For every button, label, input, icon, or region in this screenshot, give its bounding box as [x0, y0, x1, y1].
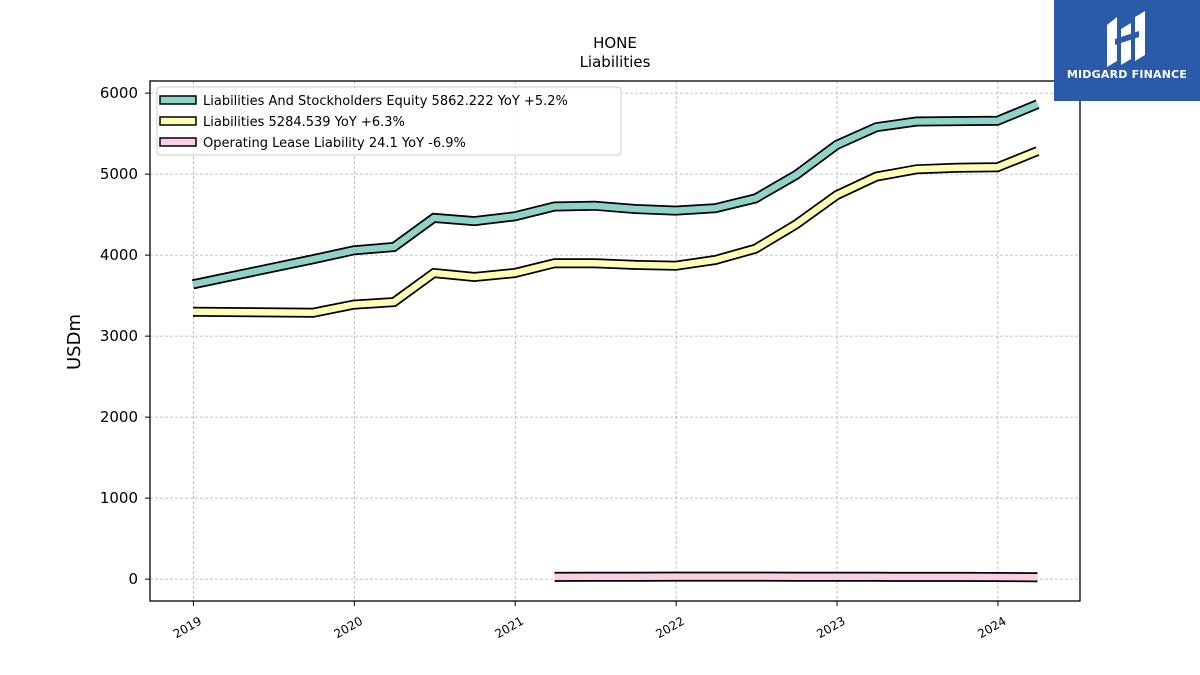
series-fill-line: [554, 573, 1038, 581]
x-tick-label: 2019: [171, 614, 204, 641]
series-layer: [191, 99, 1040, 583]
chart-title: HONE: [593, 34, 637, 52]
x-tick-label: 2022: [653, 614, 686, 641]
y-tick-label: 6000: [100, 84, 138, 102]
plot-frame: [149, 80, 1081, 602]
series-line: [554, 571, 1038, 583]
legend-swatch: [159, 137, 197, 147]
y-tick-label: 5000: [100, 165, 138, 183]
legend-label: Liabilities And Stockholders Equity 5862…: [203, 94, 568, 109]
y-tick-label: 0: [128, 570, 138, 588]
axes: 0 1000 2000 3000 4000 5000 6000 2019 2020 2021 202…: [100, 84, 1009, 641]
midgard-logo-icon: [1107, 11, 1145, 67]
series-fill-line: [192, 101, 1039, 288]
series-outline: [192, 146, 1040, 318]
chart-subtitle: Liabilities: [580, 53, 651, 71]
x-tick-label: 2020: [332, 614, 365, 641]
series-line: [192, 146, 1040, 318]
series-line: [191, 99, 1040, 290]
y-tick-label: 1000: [100, 489, 138, 507]
legend-swatch: [159, 116, 197, 126]
logo-text: MIDGARD FINANCE: [1066, 68, 1188, 81]
legend-label: Operating Lease Liability 24.1 YoY -6.9%: [203, 136, 466, 151]
legend: Liabilities And Stockholders Equity 5862…: [156, 86, 622, 156]
x-tick-label: 2021: [493, 614, 526, 641]
series-fill-line: [192, 148, 1039, 316]
y-tick-label: 4000: [100, 246, 138, 264]
midgard-finance-logo: MIDGARD FINANCE: [1054, 0, 1200, 101]
x-tick-label: 2024: [975, 614, 1008, 641]
legend-label: Liabilities 5284.539 YoY +6.3%: [203, 115, 405, 130]
grid: [150, 81, 1080, 601]
y-tick-label: 2000: [100, 408, 138, 426]
y-axis-label: USDm: [64, 314, 85, 370]
legend-box: [156, 86, 622, 156]
x-tick-label: 2023: [814, 614, 847, 641]
legend-swatch: [159, 95, 197, 105]
y-tick-label: 3000: [100, 327, 138, 345]
